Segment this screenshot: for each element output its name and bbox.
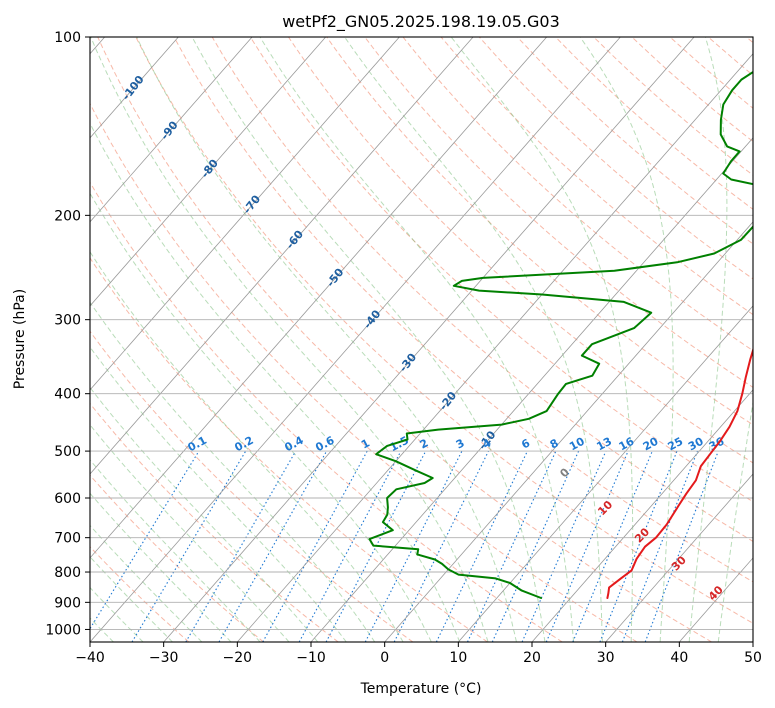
moist-adiabat-line	[90, 301, 376, 642]
dry-adiabat-line	[90, 181, 563, 642]
x-tick-label: 20	[523, 650, 541, 666]
profile-lines	[368, 70, 753, 599]
mixing-ratio-label: 13	[594, 435, 614, 454]
dry-adiabat-line	[326, 37, 753, 426]
y-axis-label: Pressure (hPa)	[12, 289, 28, 389]
dry-adiabat-line	[90, 102, 638, 642]
x-tick-label: 40	[670, 650, 688, 666]
x-tick-label: −30	[149, 650, 179, 666]
moist-adiabat-line	[717, 399, 753, 642]
x-tick-label: 50	[744, 650, 762, 666]
moist-adiabat-line	[450, 37, 634, 642]
moist-adiabat-line	[90, 492, 232, 642]
x-axis-label: Temperature (°C)	[360, 681, 482, 697]
moist-adiabat-line	[90, 459, 261, 642]
dry-adiabat-line	[90, 330, 414, 642]
moist-adiabat-line	[90, 556, 173, 642]
moist-adiabat-line	[90, 524, 203, 642]
isotherm-line	[90, 37, 474, 475]
mixing-ratio-line	[467, 450, 557, 642]
mixing-ratio-label: 10	[567, 435, 587, 454]
axes: −40 −30 −20 −10 0 10 20 30 40 50 100 200 300 400 500 60…	[45, 30, 762, 666]
temperature-profile-line	[606, 346, 753, 599]
x-tick-label: 10	[449, 650, 467, 666]
moist-adiabat-line	[688, 37, 728, 642]
moist-adiabat-line	[90, 250, 404, 642]
mixing-ratio-line	[491, 450, 580, 642]
mixing-ratio-line	[298, 450, 402, 642]
mixing-ratio-label: 20	[641, 435, 661, 454]
y-tick-label: 700	[54, 531, 81, 547]
dry-adiabat-line	[517, 37, 753, 245]
isotherm-line	[90, 37, 548, 559]
mixing-ratio-line	[393, 450, 489, 642]
dry-adiabat-line	[249, 37, 753, 503]
isotherm-line	[163, 37, 695, 642]
y-tick-label: 100	[54, 30, 81, 46]
dry-adiabat-line	[288, 37, 753, 464]
chart-title: wetPf2_GN05.2025.198.19.05.G03	[282, 12, 560, 32]
moist-adiabat-line	[136, 37, 517, 642]
y-tick-label: 400	[54, 387, 81, 403]
y-tick-label: 300	[54, 313, 81, 329]
background-lines	[90, 37, 753, 642]
y-tick-label: 500	[54, 444, 81, 460]
mixing-ratio-label: 30	[686, 435, 706, 454]
isotherm-line	[90, 37, 621, 642]
isotherm-line	[236, 53, 753, 642]
dry-adiabat-line	[364, 37, 753, 388]
plot-frame	[89, 36, 754, 643]
moist-adiabat-line	[579, 37, 674, 642]
mixing-ratio-line	[545, 450, 629, 642]
mixing-ratio-label: 25	[666, 435, 686, 454]
moist-adiabat-line	[90, 386, 319, 642]
mixing-ratio-line	[521, 450, 607, 642]
moist-adiabat-line	[90, 37, 489, 642]
mixing-ratio-line	[572, 450, 653, 642]
mixing-ratio-label: 16	[617, 435, 637, 454]
moist-adiabat-line	[344, 37, 603, 642]
mixing-ratio-line	[90, 450, 200, 630]
moist-adiabat-line	[90, 586, 144, 642]
moist-adiabat-line	[259, 37, 575, 642]
dry-adiabat-line	[593, 37, 753, 176]
x-tick-label: 0	[380, 650, 389, 666]
y-tick-label: 900	[54, 595, 81, 611]
mixing-ratio-line	[435, 450, 528, 642]
dry-adiabat-line	[211, 37, 753, 542]
dry-adiabat-line	[97, 37, 712, 642]
y-tick-label: 1000	[45, 622, 81, 638]
x-tick-label: −20	[223, 650, 253, 666]
moist-adiabat-line	[90, 192, 432, 642]
isotherm-line	[531, 389, 753, 642]
isotherm-line	[310, 137, 753, 642]
mixing-ratio-line	[262, 450, 368, 642]
isotherm-line	[457, 305, 753, 642]
mixing-ratio-line	[185, 450, 297, 642]
moist-adiabat-line	[191, 37, 546, 642]
mixing-ratio-line	[131, 450, 247, 642]
x-tick-label: −10	[296, 650, 326, 666]
isotherm-line	[90, 37, 327, 307]
x-tick-label: 30	[597, 650, 615, 666]
dewpoint-profile-line	[368, 70, 753, 599]
isotherm-line	[605, 473, 753, 642]
dry-adiabat-line	[135, 37, 753, 624]
mixing-ratio-line	[218, 450, 328, 642]
dry-adiabat-line	[402, 37, 753, 352]
moist-adiabat-line	[90, 424, 290, 642]
y-tick-label: 200	[54, 208, 81, 224]
dry-adiabat-line	[173, 37, 753, 583]
isotherm-line	[384, 221, 753, 642]
moist-adiabat-line	[90, 122, 461, 642]
isotherm-line	[90, 37, 400, 391]
dry-adiabat-line	[90, 257, 488, 642]
y-tick-label: 600	[54, 491, 81, 507]
isotherm-line	[90, 37, 253, 223]
x-tick-label: −40	[75, 650, 105, 666]
y-tick-label: 800	[54, 565, 81, 581]
